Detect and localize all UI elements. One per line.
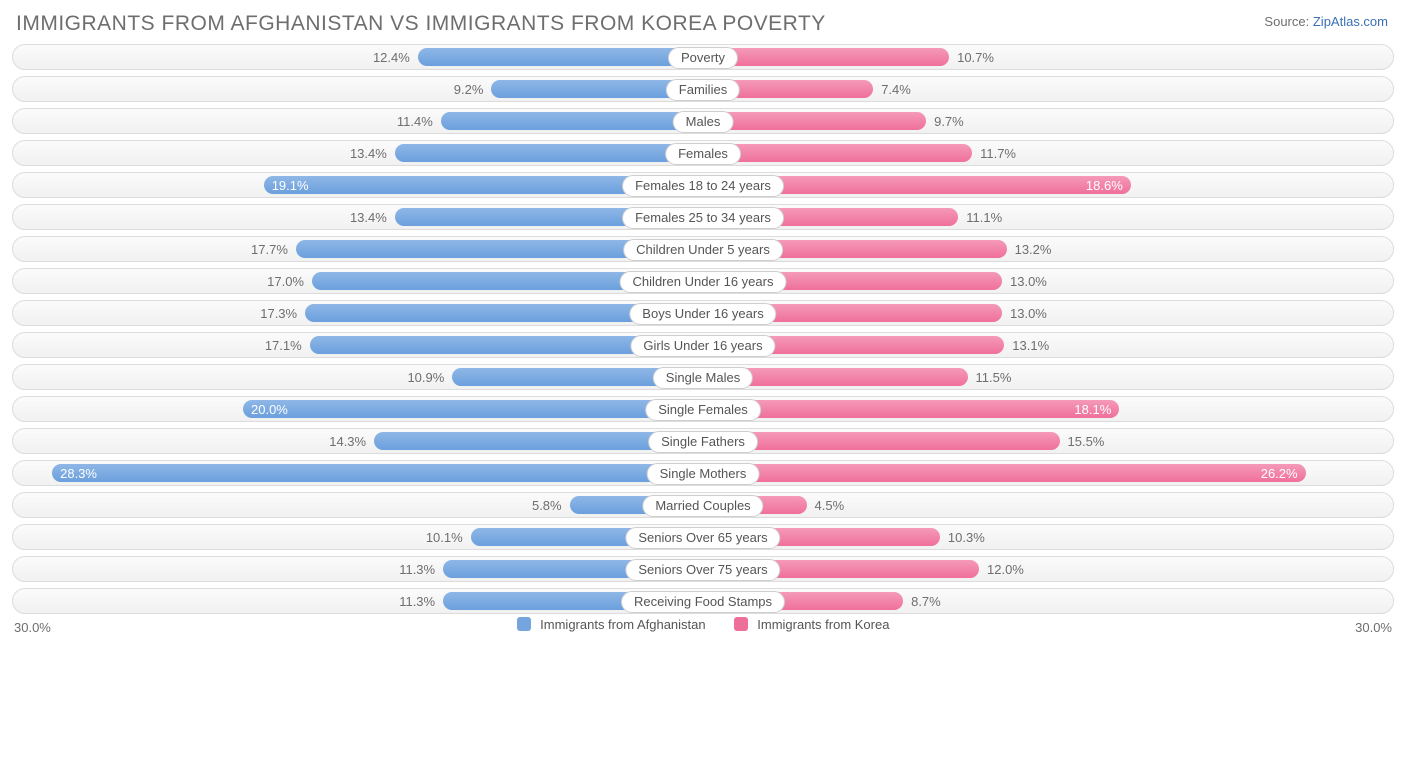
category-label: Families	[666, 79, 740, 101]
chart-row: 17.1% 13.1% Girls Under 16 years	[12, 332, 1394, 358]
value-korea: 18.1%	[1074, 397, 1111, 421]
axis-right-max: 30.0%	[1355, 620, 1392, 635]
bar-afghanistan	[441, 112, 703, 130]
value-korea: 13.0%	[1002, 269, 1047, 293]
category-label: Seniors Over 75 years	[625, 559, 780, 581]
chart-row: 17.7% 13.2% Children Under 5 years	[12, 236, 1394, 262]
chart-row: 19.1% 18.6% Females 18 to 24 years	[12, 172, 1394, 198]
value-korea: 11.7%	[972, 141, 1016, 165]
value-korea: 15.5%	[1060, 429, 1105, 453]
category-label: Single Females	[645, 399, 761, 421]
value-afghanistan: 14.3%	[329, 429, 374, 453]
chart-row: 5.8% 4.5% Married Couples	[12, 492, 1394, 518]
value-afghanistan: 13.4%	[350, 141, 395, 165]
chart-row: 11.4% 9.7% Males	[12, 108, 1394, 134]
value-afghanistan: 19.1%	[272, 173, 309, 197]
category-label: Poverty	[668, 47, 738, 69]
chart-row: 11.3% 8.7% Receiving Food Stamps	[12, 588, 1394, 614]
category-label: Children Under 16 years	[620, 271, 787, 293]
legend-item-afghanistan: Immigrants from Afghanistan	[517, 617, 706, 632]
bar-afghanistan	[418, 48, 703, 66]
value-korea: 12.0%	[979, 557, 1024, 581]
bar-afghanistan	[395, 144, 703, 162]
value-afghanistan: 12.4%	[373, 45, 418, 69]
chart-row: 12.4% 10.7% Poverty	[12, 44, 1394, 70]
value-afghanistan: 17.0%	[267, 269, 312, 293]
chart-row: 13.4% 11.7% Females	[12, 140, 1394, 166]
legend-label-afghanistan: Immigrants from Afghanistan	[540, 617, 705, 632]
value-korea: 11.5%	[968, 365, 1012, 389]
legend-item-korea: Immigrants from Korea	[734, 617, 890, 632]
bar-korea	[703, 464, 1306, 482]
category-label: Seniors Over 65 years	[625, 527, 780, 549]
source-attribution: Source: ZipAtlas.com	[1264, 14, 1388, 29]
value-afghanistan: 11.3%	[399, 589, 443, 613]
category-label: Single Fathers	[648, 431, 758, 453]
category-label: Boys Under 16 years	[629, 303, 776, 325]
value-afghanistan: 9.2%	[454, 77, 492, 101]
value-afghanistan: 13.4%	[350, 205, 395, 229]
value-korea: 4.5%	[807, 493, 845, 517]
category-label: Females 25 to 34 years	[622, 207, 784, 229]
chart-row: 28.3% 26.2% Single Mothers	[12, 460, 1394, 486]
chart-row: 17.0% 13.0% Children Under 16 years	[12, 268, 1394, 294]
category-label: Single Mothers	[647, 463, 760, 485]
source-link[interactable]: ZipAtlas.com	[1313, 14, 1388, 29]
value-afghanistan: 28.3%	[60, 461, 97, 485]
value-afghanistan: 17.7%	[251, 237, 296, 261]
diverging-bar-chart: 12.4% 10.7% Poverty 9.2% 7.4% Families 11.4% 9.…	[12, 44, 1394, 614]
category-label: Children Under 5 years	[623, 239, 783, 261]
category-label: Single Males	[653, 367, 753, 389]
category-label: Receiving Food Stamps	[621, 591, 785, 613]
legend-swatch-afghanistan	[517, 617, 531, 631]
value-afghanistan: 20.0%	[251, 397, 288, 421]
chart-row: 13.4% 11.1% Females 25 to 34 years	[12, 204, 1394, 230]
legend-label-korea: Immigrants from Korea	[757, 617, 889, 632]
value-korea: 10.7%	[949, 45, 994, 69]
chart-row: 9.2% 7.4% Families	[12, 76, 1394, 102]
bar-korea	[703, 48, 949, 66]
value-korea: 13.2%	[1007, 237, 1052, 261]
value-korea: 10.3%	[940, 525, 985, 549]
value-korea: 13.1%	[1004, 333, 1049, 357]
source-label: Source:	[1264, 14, 1309, 29]
legend: Immigrants from Afghanistan Immigrants f…	[12, 617, 1394, 632]
category-label: Girls Under 16 years	[630, 335, 775, 357]
value-afghanistan: 11.3%	[399, 557, 443, 581]
chart-title: IMMIGRANTS FROM AFGHANISTAN VS IMMIGRANT…	[16, 12, 1394, 36]
value-afghanistan: 11.4%	[397, 109, 441, 133]
value-korea: 7.4%	[873, 77, 911, 101]
chart-row: 11.3% 12.0% Seniors Over 75 years	[12, 556, 1394, 582]
bar-korea	[703, 400, 1119, 418]
category-label: Married Couples	[642, 495, 763, 517]
bar-afghanistan	[243, 400, 703, 418]
value-afghanistan: 5.8%	[532, 493, 570, 517]
value-afghanistan: 10.1%	[426, 525, 471, 549]
value-korea: 8.7%	[903, 589, 941, 613]
value-korea: 13.0%	[1002, 301, 1047, 325]
bar-korea	[703, 112, 926, 130]
category-label: Males	[673, 111, 734, 133]
chart-row: 10.1% 10.3% Seniors Over 65 years	[12, 524, 1394, 550]
category-label: Females	[665, 143, 741, 165]
chart-row: 17.3% 13.0% Boys Under 16 years	[12, 300, 1394, 326]
value-afghanistan: 10.9%	[407, 365, 452, 389]
chart-row: 14.3% 15.5% Single Fathers	[12, 428, 1394, 454]
value-korea: 26.2%	[1261, 461, 1298, 485]
value-korea: 9.7%	[926, 109, 964, 133]
category-label: Females 18 to 24 years	[622, 175, 784, 197]
bar-korea	[703, 144, 972, 162]
legend-swatch-korea	[734, 617, 748, 631]
chart-row: 10.9% 11.5% Single Males	[12, 364, 1394, 390]
value-afghanistan: 17.3%	[260, 301, 305, 325]
value-afghanistan: 17.1%	[265, 333, 310, 357]
axis-left-max: 30.0%	[14, 620, 51, 635]
chart-row: 20.0% 18.1% Single Females	[12, 396, 1394, 422]
value-korea: 11.1%	[958, 205, 1002, 229]
bar-afghanistan	[52, 464, 703, 482]
value-korea: 18.6%	[1086, 173, 1123, 197]
